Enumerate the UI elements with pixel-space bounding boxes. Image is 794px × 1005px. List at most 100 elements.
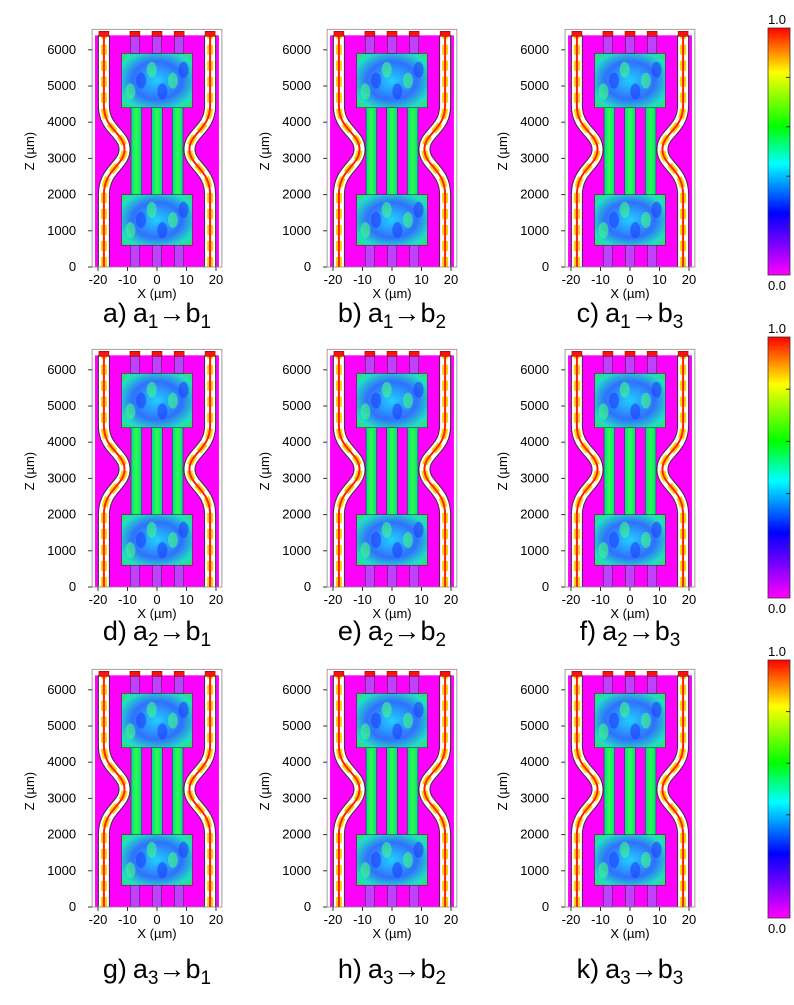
field-blob: [641, 532, 651, 548]
y-tick-label: 5000: [520, 718, 549, 733]
stub: [153, 675, 162, 693]
y-tick-label: 3000: [520, 470, 549, 485]
y-tick-label: 4000: [47, 114, 76, 129]
mmi-region: [595, 53, 666, 107]
field-blob: [598, 83, 608, 99]
field-blob: [598, 403, 608, 419]
field-blob: [641, 73, 651, 89]
x-tick-label: 20: [682, 272, 696, 287]
y-tick-label: 6000: [520, 42, 549, 57]
x-tick-label: 10: [414, 272, 428, 287]
port: [99, 671, 109, 676]
y-tick-label: 4000: [282, 114, 311, 129]
field-blob: [360, 862, 370, 878]
field-blob: [609, 713, 619, 729]
x-tick-label: -10: [118, 592, 137, 607]
center-guide: [387, 424, 398, 518]
field-blob: [652, 62, 662, 78]
field-blob: [414, 62, 424, 78]
mmi-region: [595, 195, 666, 246]
panel: 0100020003000400050006000-20-1001020X (µ…: [257, 29, 458, 301]
y-tick-label: 1000: [282, 543, 311, 558]
port: [365, 671, 375, 676]
field-blob: [382, 202, 392, 218]
y-axis-label: Z (µm): [22, 132, 37, 171]
field-blob: [609, 212, 619, 228]
stub: [365, 355, 374, 373]
port: [647, 31, 657, 36]
field-blob: [403, 393, 413, 409]
stub: [648, 675, 657, 693]
field-blob: [414, 202, 424, 218]
mmi-region: [357, 195, 428, 246]
stub: [365, 245, 374, 267]
x-tick-label: -20: [562, 912, 581, 927]
field-blob: [392, 403, 402, 419]
field-blob: [641, 212, 651, 228]
field-blob: [392, 222, 402, 238]
field-blob: [382, 702, 392, 718]
field-blob: [157, 542, 167, 558]
field-blob: [179, 62, 189, 78]
mmi-region: [595, 515, 666, 566]
field-blob: [179, 522, 189, 538]
port: [440, 671, 450, 676]
x-tick-label: 0: [153, 272, 160, 287]
stub: [388, 35, 397, 53]
field-blob: [620, 842, 630, 858]
panel: 0100020003000400050006000-20-1001020X (µ…: [495, 349, 696, 621]
field-blob: [371, 393, 381, 409]
caption-from: a: [368, 616, 384, 646]
field-blob: [392, 542, 402, 558]
caption-to: b: [421, 954, 436, 984]
y-tick-label: 1000: [47, 223, 76, 238]
x-tick-label: -20: [89, 272, 108, 287]
stub: [130, 565, 139, 587]
field-blob: [382, 522, 392, 538]
y-tick-label: 2000: [520, 827, 549, 842]
field-blob: [392, 862, 402, 878]
field-blob: [403, 852, 413, 868]
field-blob: [414, 382, 424, 398]
field-blob: [414, 522, 424, 538]
mmi-region: [122, 693, 193, 747]
x-tick-label: -10: [591, 272, 610, 287]
caption-label: a): [103, 298, 127, 328]
panel-caption: k)a3→b3: [577, 954, 684, 989]
field-blob: [620, 382, 630, 398]
panel: 0100020003000400050006000-20-1001020X (µ…: [22, 29, 223, 301]
x-tick-label: -20: [324, 912, 343, 927]
stub: [388, 885, 397, 907]
field-blob: [652, 842, 662, 858]
field-blob: [179, 702, 189, 718]
panel-caption: a)a1→b1: [103, 298, 211, 333]
port: [334, 351, 344, 356]
stub: [388, 675, 397, 693]
caption-arrow: →: [631, 954, 658, 984]
x-tick-label: 0: [388, 912, 395, 927]
field-blob: [371, 713, 381, 729]
center-guide: [387, 744, 398, 838]
field-blob: [179, 202, 189, 218]
field-blob: [641, 393, 651, 409]
panel-caption: b)a1→b2: [338, 298, 446, 333]
y-tick-label: 3000: [282, 790, 311, 805]
caption-from-sub: 2: [383, 630, 394, 651]
field-blob: [620, 522, 630, 538]
y-tick-label: 1000: [520, 863, 549, 878]
caption-from-sub: 1: [148, 312, 159, 333]
field-blob: [168, 852, 178, 868]
y-tick-label: 6000: [282, 682, 311, 697]
port: [409, 31, 419, 36]
field-blob: [125, 403, 135, 419]
stub: [626, 885, 635, 907]
stub: [603, 355, 612, 373]
stub: [153, 885, 162, 907]
panel-caption: d)a2→b1: [103, 616, 211, 651]
y-tick-label: 4000: [520, 434, 549, 449]
field-blob: [598, 723, 608, 739]
center-guide: [625, 104, 636, 198]
port: [409, 351, 419, 356]
caption-to-sub: 2: [436, 968, 447, 989]
